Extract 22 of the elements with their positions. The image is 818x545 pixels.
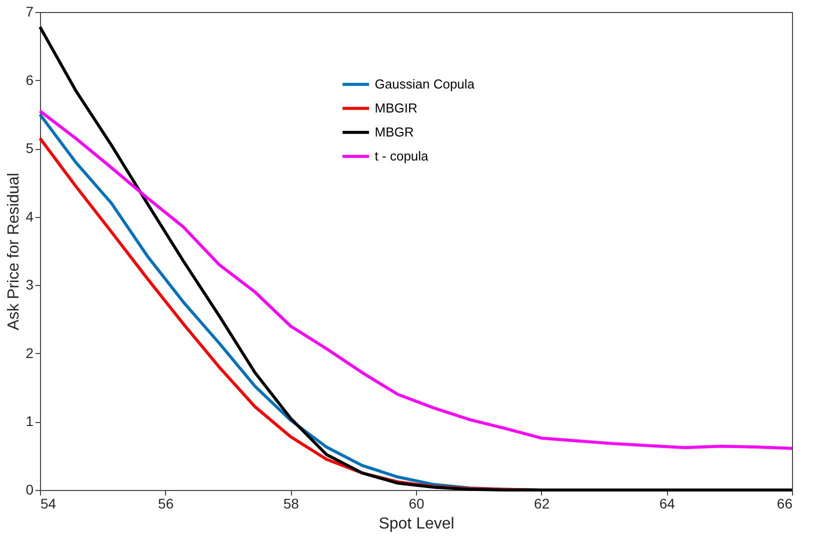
x-tick-label: 62 xyxy=(534,496,550,512)
legend-label: MBGR xyxy=(374,124,414,140)
x-tick-label: 56 xyxy=(158,496,174,512)
x-axis-title: Spot Level xyxy=(378,516,454,532)
y-axis-title: Ask Price for Residual xyxy=(6,172,23,330)
legend-label: MBGIR xyxy=(374,100,418,116)
y-tick-label: 5 xyxy=(26,140,34,156)
y-tick-label: 0 xyxy=(26,482,34,498)
legend-label: t - copula xyxy=(374,148,430,164)
y-tick-label: 2 xyxy=(26,344,34,361)
x-tick-label: 64 xyxy=(659,496,676,512)
legend-label: Gaussian Copula xyxy=(374,76,476,92)
line-series xyxy=(38,26,794,492)
x-tick-label: 60 xyxy=(408,496,424,512)
y-tick-label: 7 xyxy=(26,4,34,20)
y-tick-label: 4 xyxy=(26,208,34,224)
x-tick-label: 54 xyxy=(40,496,56,512)
y-tick-label: 6 xyxy=(26,72,34,88)
y-tick-label: 1 xyxy=(26,413,34,430)
x-tick-label: 66 xyxy=(776,496,793,512)
x-tick-label: 58 xyxy=(283,496,300,512)
y-tick-label: 3 xyxy=(26,276,34,293)
